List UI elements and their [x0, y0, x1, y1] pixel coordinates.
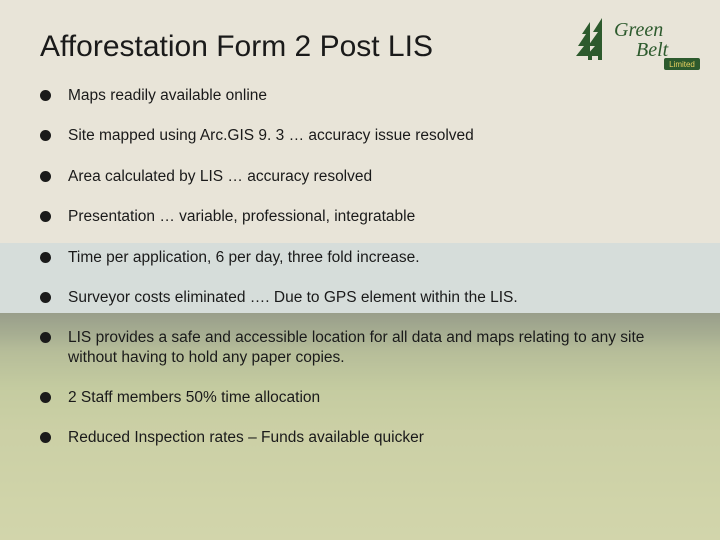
bullet-item: Reduced Inspection rates – Funds availab… [40, 428, 680, 447]
logo-text-bottom: Belt [636, 39, 669, 61]
bullet-item: Surveyor costs eliminated …. Due to GPS … [40, 288, 680, 307]
bullet-item: Time per application, 6 per day, three f… [40, 248, 680, 267]
bullet-item: LIS provides a safe and accessible locat… [40, 328, 680, 367]
tree-icon [576, 18, 602, 60]
bullet-item: Maps readily available online [40, 86, 680, 105]
bullet-item: Area calculated by LIS … accuracy resolv… [40, 167, 680, 186]
logo-text-top: Green [614, 19, 663, 41]
bullet-item: Site mapped using Arc.GIS 9. 3 … accurac… [40, 126, 680, 145]
brand-logo: Green Belt Limited [572, 14, 702, 74]
logo-sub: Limited [669, 60, 695, 69]
bullet-item: 2 Staff members 50% time allocation [40, 388, 680, 407]
bullet-item: Presentation … variable, professional, i… [40, 207, 680, 226]
bullet-list: Maps readily available online Site mappe… [40, 86, 680, 448]
